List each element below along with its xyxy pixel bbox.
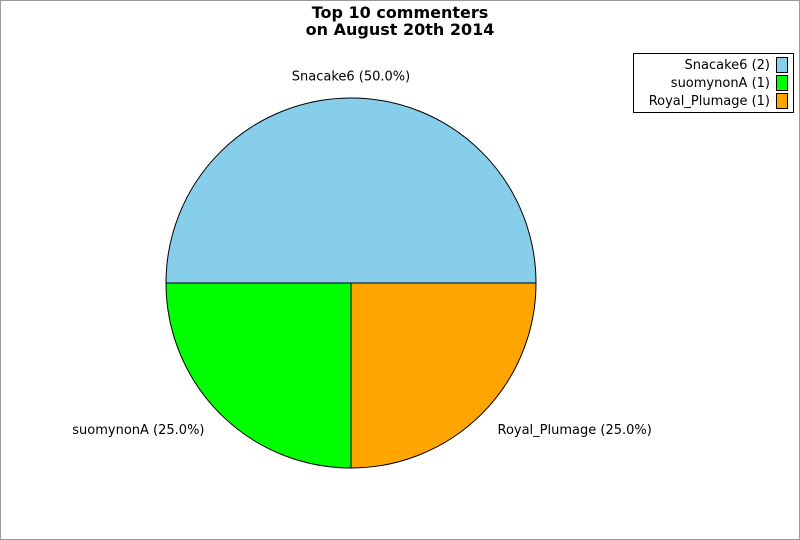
- pie-slice-label: Snacake6 (50.0%): [292, 69, 410, 84]
- pie-slice-suomynona: [165, 282, 352, 469]
- pie-slice-label: Royal_Plumage (25.0%): [498, 423, 652, 438]
- pie-slice-royal_plumage: [350, 282, 537, 469]
- legend-row: suomynonA (1): [639, 74, 788, 92]
- legend-label: suomynonA (1): [670, 75, 770, 91]
- legend-swatch: [776, 75, 788, 91]
- chart-title-line1: Top 10 commenters: [311, 3, 489, 22]
- legend-label: Snacake6 (2): [684, 57, 770, 73]
- legend-swatch: [776, 57, 788, 73]
- chart-title-line2: on August 20th 2014: [305, 20, 495, 39]
- legend-swatch: [776, 93, 788, 109]
- pie-slice-snacake6: [165, 97, 537, 284]
- legend-label: Royal_Plumage (1): [648, 93, 770, 109]
- legend-row: Royal_Plumage (1): [639, 92, 788, 110]
- pie-slice-label: suomynonA (25.0%): [72, 423, 204, 438]
- chart-title: Top 10 commenters on August 20th 2014: [0, 4, 800, 38]
- legend: Snacake6 (2) suomynonA (1) Royal_Plumage…: [633, 53, 794, 113]
- legend-row: Snacake6 (2): [639, 56, 788, 74]
